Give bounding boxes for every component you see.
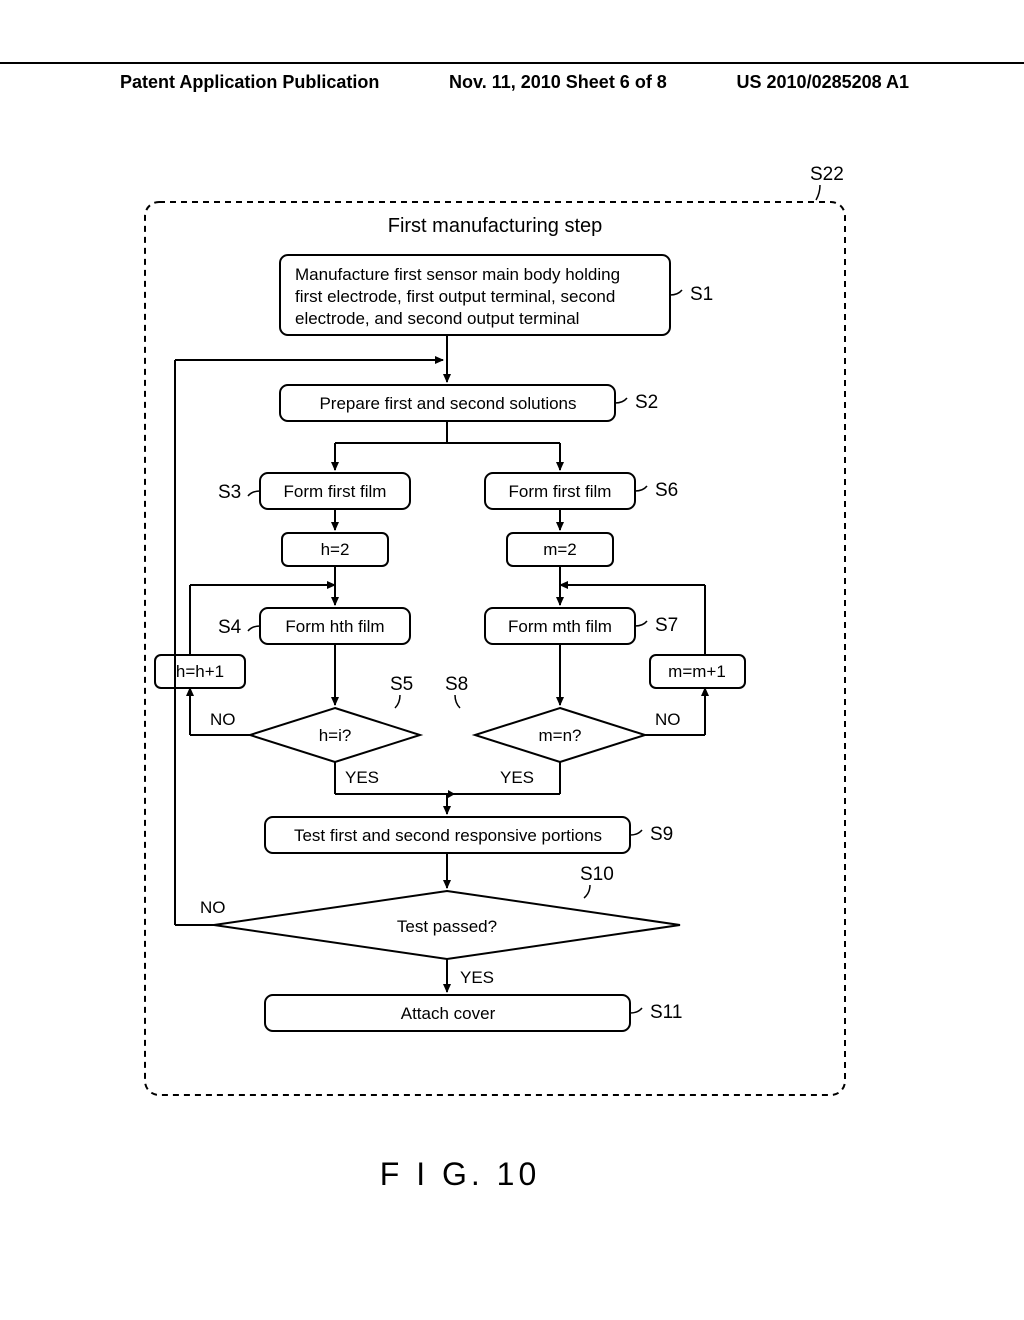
label-s7: S7 xyxy=(655,615,678,636)
node-s1-line2: first electrode, first output terminal, … xyxy=(295,287,615,306)
node-minc-text: m=m+1 xyxy=(668,662,726,681)
node-h2-text: h=2 xyxy=(321,540,350,559)
label-s8: S8 xyxy=(445,674,468,695)
s5-no-label: NO xyxy=(210,710,236,729)
page-header: Patent Application Publication Nov. 11, … xyxy=(0,62,1024,93)
node-s3-text: Form first film xyxy=(284,482,387,501)
node-s7-text: Form mth film xyxy=(508,617,612,636)
container-title: First manufacturing step xyxy=(388,215,603,237)
flowchart-svg: S22 First manufacturing step Manufacture… xyxy=(0,160,1024,1260)
node-s8-text: m=n? xyxy=(539,726,582,745)
node-s4-text: Form hth film xyxy=(285,617,384,636)
label-s4: S4 xyxy=(218,617,242,638)
label-s10: S10 xyxy=(580,864,614,885)
node-s11-text: Attach cover xyxy=(401,1004,496,1023)
node-s6-text: Form first film xyxy=(509,482,612,501)
header-left: Patent Application Publication xyxy=(120,72,379,93)
node-s1-line1: Manufacture first sensor main body holdi… xyxy=(295,265,620,284)
label-s6: S6 xyxy=(655,480,678,501)
header-center: Nov. 11, 2010 Sheet 6 of 8 xyxy=(449,72,667,93)
node-s1-line3: electrode, and second output terminal xyxy=(295,309,579,328)
s5-yes-label: YES xyxy=(345,768,379,787)
container-ref: S22 xyxy=(810,164,844,185)
node-s10-text: Test passed? xyxy=(397,917,497,936)
label-s11: S11 xyxy=(650,1002,682,1023)
label-s2: S2 xyxy=(635,392,658,413)
s8-no-label: NO xyxy=(655,710,681,729)
label-s9: S9 xyxy=(650,824,673,845)
label-s1: S1 xyxy=(690,284,713,305)
s10-yes-label: YES xyxy=(460,968,494,987)
s8-yes-label: YES xyxy=(500,768,534,787)
node-s2-text: Prepare first and second solutions xyxy=(319,394,576,413)
s10-no-label: NO xyxy=(200,898,226,917)
node-m2-text: m=2 xyxy=(543,540,577,559)
node-s9-text: Test first and second responsive portion… xyxy=(294,826,602,845)
page: Patent Application Publication Nov. 11, … xyxy=(0,0,1024,1320)
label-s5: S5 xyxy=(390,674,413,695)
node-hinc-text: h=h+1 xyxy=(176,662,224,681)
figure-area: S22 First manufacturing step Manufacture… xyxy=(0,160,1024,1260)
node-s5-text: h=i? xyxy=(319,726,352,745)
label-s3: S3 xyxy=(218,482,241,503)
figure-caption: F I G. 10 xyxy=(380,1156,540,1192)
header-right: US 2010/0285208 A1 xyxy=(737,72,909,93)
